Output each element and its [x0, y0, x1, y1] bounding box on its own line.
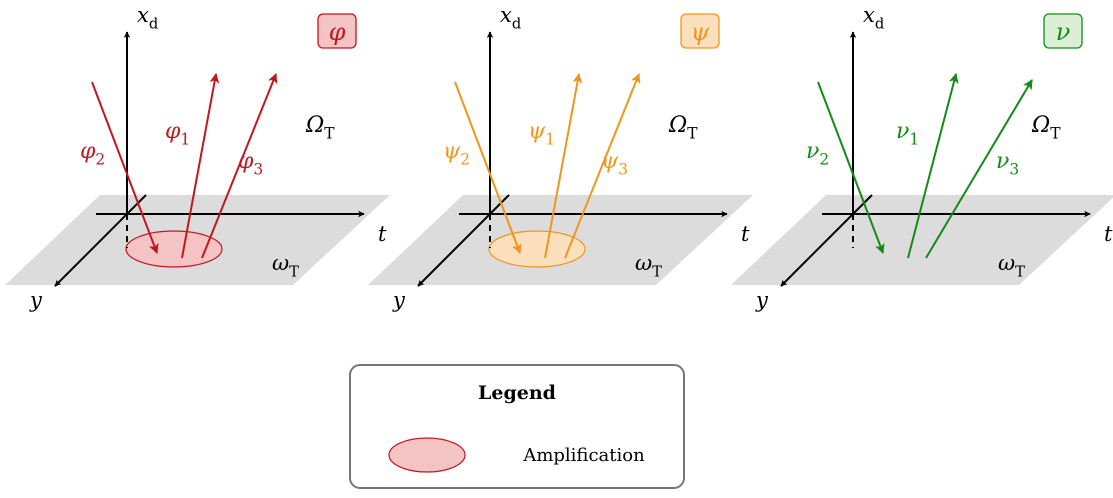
plane-label-main: ω — [998, 251, 1015, 275]
ray-label-nu-3-sub: 3 — [1009, 161, 1019, 179]
ray-label-phi-2-main: φ — [80, 139, 96, 164]
amplification-ellipse — [125, 230, 223, 268]
ray-label-nu-3-main: ν — [996, 149, 1009, 174]
plane-label-sub: T — [1015, 263, 1025, 280]
ray-label-psi-2-main: ψ — [443, 139, 461, 164]
badge-symbol-phi: φ — [329, 18, 346, 46]
badge-psi — [680, 13, 720, 49]
legend-amplification-label: Amplification — [522, 445, 645, 466]
ray-label-phi-1-sub: 1 — [180, 131, 190, 149]
domain-label: ΩT — [305, 113, 335, 143]
domain-label-main: Ω — [1031, 113, 1050, 138]
plane-label-main: ω — [272, 251, 289, 275]
ray-phi-1 — [181, 73, 220, 259]
domain-label-sub: T — [687, 125, 698, 143]
ray-label-nu-1-sub: 1 — [909, 131, 919, 149]
ray-psi-2 — [454, 81, 522, 254]
ray-nu-2 — [817, 81, 885, 254]
xd-axis-label-sub: d — [875, 15, 884, 32]
badge-nu — [1043, 13, 1083, 49]
t-axis-label: t — [1104, 222, 1113, 246]
xd-axis-label: xd — [500, 3, 521, 32]
y-axis-label: y — [392, 288, 406, 312]
xd-axis-label-sub: d — [149, 15, 158, 32]
xd-axis-label: xd — [863, 3, 884, 32]
ray-nu-3 — [925, 79, 1033, 259]
ray-label-phi-3-main: φ — [238, 149, 254, 174]
y-axis-label: y — [29, 288, 43, 312]
domain-label-main: Ω — [668, 113, 687, 138]
ray-label-phi-3: φ3 — [238, 149, 263, 179]
plane-label-main: ω — [635, 251, 652, 275]
y-axis — [417, 194, 510, 287]
ray-label-phi-1: φ1 — [165, 119, 190, 149]
badge-phi — [317, 13, 357, 49]
ray-nu-1 — [907, 73, 959, 259]
ray-label-psi-3-main: ψ — [601, 149, 619, 174]
ray-label-phi-3-sub: 3 — [253, 161, 263, 179]
plane-label: ωT — [272, 251, 299, 280]
legend-box: Legend Amplification — [349, 364, 685, 489]
ray-label-psi-2: ψ2 — [443, 139, 470, 169]
ray-label-nu-1: ν1 — [896, 119, 919, 149]
t-axis-label: t — [378, 222, 387, 246]
ray-label-psi-2-sub: 2 — [460, 151, 470, 169]
ray-label-nu-2-main: ν — [806, 139, 819, 164]
legend-title: Legend — [478, 382, 556, 404]
y-axis — [780, 194, 873, 287]
legend-amplification-swatch — [388, 437, 466, 473]
y-axis — [54, 194, 147, 287]
plane-label: ωT — [635, 251, 662, 280]
xd-axis-label-main: x — [137, 3, 149, 27]
ray-label-phi-1-main: φ — [165, 119, 181, 144]
plane-label-sub: T — [652, 263, 662, 280]
omega-plane — [731, 195, 1113, 285]
xd-axis-label: xd — [137, 3, 158, 32]
domain-label-main: Ω — [305, 113, 324, 138]
panels-layer: φ2φ1φ3xdtyΩTωTφψ2ψ1ψ3xdtyΩTωTψν2ν1ν3xdty… — [5, 3, 1113, 312]
ray-label-psi-3-sub: 3 — [618, 161, 628, 179]
ray-phi-2 — [91, 81, 159, 254]
xd-axis-label-main: x — [863, 3, 875, 27]
y-axis-label: y — [755, 288, 769, 312]
ray-label-nu-3: ν3 — [996, 149, 1019, 179]
xd-axis-label-sub: d — [512, 15, 521, 32]
amplification-ellipse — [488, 230, 586, 268]
domain-label-sub: T — [1050, 125, 1061, 143]
domain-label: ΩT — [668, 113, 698, 143]
ray-label-psi-1: ψ1 — [528, 119, 555, 149]
ray-label-psi-1-main: ψ — [528, 119, 546, 144]
ray-label-phi-2: φ2 — [80, 139, 105, 169]
t-axis-label: t — [741, 222, 750, 246]
plane-label: ωT — [998, 251, 1025, 280]
ray-psi-1 — [544, 73, 583, 259]
ray-label-nu-2-sub: 2 — [819, 151, 829, 169]
ray-label-nu-2: ν2 — [806, 139, 829, 169]
badge-symbol-psi: ψ — [691, 18, 711, 46]
domain-label-sub: T — [324, 125, 335, 143]
ray-label-nu-1-main: ν — [896, 119, 909, 144]
ray-label-psi-3: ψ3 — [601, 149, 628, 179]
badge-symbol-nu: ν — [1056, 18, 1071, 46]
ray-phi-3 — [201, 73, 278, 259]
ray-label-psi-1-sub: 1 — [545, 131, 555, 149]
ray-psi-3 — [564, 73, 641, 259]
xd-axis-label-main: x — [500, 3, 512, 27]
plane-label-sub: T — [289, 263, 299, 280]
domain-label: ΩT — [1031, 113, 1061, 143]
ray-label-phi-2-sub: 2 — [95, 151, 105, 169]
